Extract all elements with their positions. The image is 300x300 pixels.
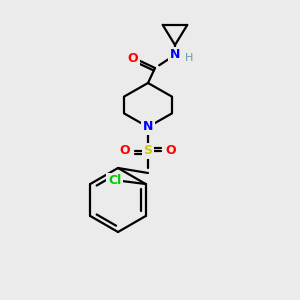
Text: O: O [120, 145, 130, 158]
Text: O: O [166, 145, 176, 158]
Text: S: S [143, 145, 152, 158]
Text: Cl: Cl [108, 175, 121, 188]
Text: H: H [185, 53, 194, 63]
Text: O: O [128, 52, 138, 65]
Text: N: N [143, 121, 153, 134]
Text: N: N [170, 49, 180, 62]
